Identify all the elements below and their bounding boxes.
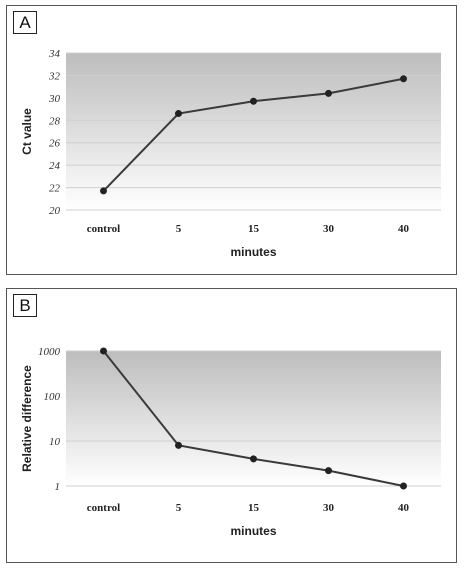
x-axis-title-b: minutes (230, 524, 276, 538)
data-point (175, 110, 182, 118)
y-ticks-b: 1 10 100 1000 (38, 346, 61, 493)
data-point (100, 347, 107, 355)
plot-area-b (66, 351, 441, 486)
y-tick-label: 20 (49, 205, 61, 217)
data-point (325, 89, 332, 97)
x-category-label: control (87, 502, 120, 514)
data-point (400, 482, 407, 490)
x-category-label: 30 (323, 223, 335, 235)
data-point (250, 455, 257, 463)
x-category-label: 15 (248, 502, 260, 514)
y-axis-title-a: Ct value (20, 108, 34, 155)
gridlines-b (66, 350, 441, 487)
y-tick-label: 26 (49, 138, 61, 150)
x-categories-b: control 5 15 30 40 (87, 502, 410, 514)
x-category-label: 15 (248, 223, 260, 235)
data-point (400, 75, 407, 83)
data-point (325, 467, 332, 475)
data-point (100, 187, 107, 195)
panel-label-a: A (13, 11, 37, 34)
x-category-label: 40 (398, 223, 410, 235)
y-tick-label: 24 (49, 160, 61, 172)
y-axis-title-b: Relative difference (20, 365, 34, 472)
y-tick-label: 10 (49, 436, 61, 448)
x-category-label: 5 (176, 502, 182, 514)
x-category-label: control (87, 223, 120, 235)
y-tick-label: 28 (49, 115, 61, 127)
y-tick-label: 34 (48, 48, 61, 60)
chart-b-svg: 1 10 100 1000 control 5 15 30 40 minutes Relati… (20, 346, 441, 538)
panel-label-b: B (13, 294, 37, 317)
y-tick-label: 1 (55, 481, 61, 493)
x-category-label: 40 (398, 502, 410, 514)
series-points-a (100, 75, 407, 195)
data-point (250, 97, 257, 105)
x-categories-a: control 5 15 30 40 (87, 223, 410, 235)
y-tick-label: 1000 (38, 346, 61, 358)
data-point (175, 441, 182, 449)
y-tick-label: 32 (48, 70, 61, 82)
chart-panel-b: B 1 10 100 1000 control 5 15 30 40 minutes Rela… (6, 288, 457, 563)
chart-panel-a: A 20 22 24 26 28 30 32 34 control 5 15 30 40 minute… (6, 5, 457, 275)
y-ticks-a: 20 22 24 26 28 30 32 34 (48, 48, 61, 217)
y-tick-label: 100 (44, 391, 61, 403)
x-axis-title-a: minutes (230, 245, 276, 259)
plot-area-a (66, 53, 441, 210)
y-tick-label: 22 (49, 183, 61, 195)
x-category-label: 30 (323, 502, 335, 514)
y-tick-label: 30 (48, 93, 61, 105)
series-points-b (100, 347, 407, 490)
x-category-label: 5 (176, 223, 182, 235)
